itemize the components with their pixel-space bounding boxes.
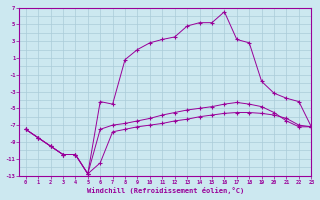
X-axis label: Windchill (Refroidissement éolien,°C): Windchill (Refroidissement éolien,°C) (87, 187, 244, 194)
